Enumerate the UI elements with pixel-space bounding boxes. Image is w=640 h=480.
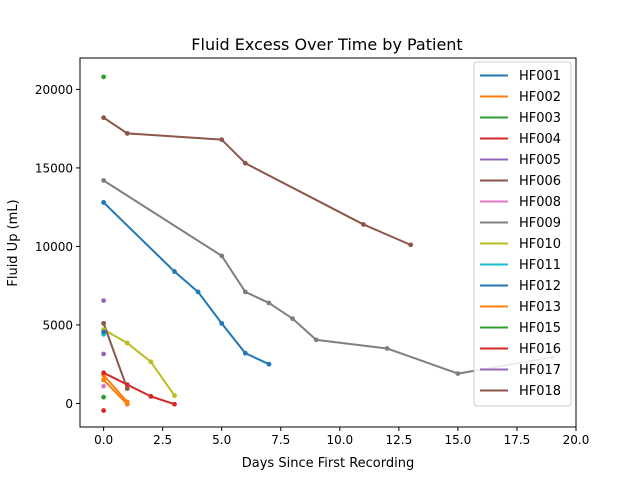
data-point-hf009 [455,371,461,377]
data-point-hf013 [101,377,107,383]
legend-label: HF017 [519,363,561,378]
data-point-hf003 [101,74,107,80]
legend-label: HF016 [519,342,561,357]
x-tick-label: 5.0 [212,433,231,447]
data-point-hf009 [242,289,248,295]
data-point-hf012 [101,329,107,335]
x-tick-label: 12.5 [385,433,412,447]
legend-label: HF001 [519,69,561,84]
legend-label: HF004 [519,132,561,147]
y-axis-label: Fluid Up (mL) [6,199,21,286]
data-point-hf016 [124,382,130,388]
data-point-hf006 [361,222,366,227]
legend-label: HF002 [519,90,561,105]
data-point-hf006 [124,130,130,136]
data-point-hf001 [195,289,201,295]
data-point-hf017 [101,351,107,357]
legend-label: HF010 [519,237,561,252]
x-tick-label: 7.5 [271,433,290,447]
data-point-hf001 [172,269,177,274]
y-tick-label: 15000 [35,161,73,175]
y-tick-label: 20000 [35,83,73,97]
data-point-hf015 [101,394,107,400]
data-point-hf001 [101,200,107,205]
data-point-hf010 [124,340,130,346]
data-point-hf009 [266,300,272,306]
data-point-hf001 [266,361,272,367]
data-point-hf009 [219,253,225,259]
chart-title: Fluid Excess Over Time by Patient [191,35,462,54]
data-point-hf001 [219,320,225,326]
y-tick-label: 5000 [42,318,73,332]
series-line-hf018 [102,323,129,389]
x-tick-label: 20.0 [563,433,590,447]
series-line-hf013 [102,379,128,405]
data-point-hf018 [124,386,130,391]
data-point-hf006 [219,137,225,143]
data-point-hf009 [313,337,319,343]
data-point-hf008 [101,383,107,389]
data-point-hf016 [101,370,107,376]
legend-box [473,61,572,407]
series-line-hf010 [103,328,176,397]
legend-label: HF008 [519,195,561,210]
data-point-hf009 [384,346,390,351]
data-point-hf001 [242,350,248,356]
x-tick-label: 10.0 [326,433,353,447]
legend-label: HF003 [519,111,561,126]
x-tick-label: 15.0 [445,433,472,447]
legend-label: HF011 [519,258,561,273]
data-point-hf018 [101,320,107,326]
data-point-hf010 [148,359,154,365]
series-line-hf002 [102,374,128,403]
x-tick-label: 2.5 [153,433,172,447]
data-point-hf016 [172,401,177,407]
x-tick-label: 0.0 [94,433,113,447]
x-axis-label: Days Since First Recording [242,456,414,471]
data-point-hf006 [408,242,414,248]
data-point-hf005 [101,298,107,303]
series-line-hf001 [102,201,270,366]
legend-label: HF012 [519,279,561,294]
y-axis-ticks: 0 5000 10000 15000 20000 [35,83,80,411]
legend-label: HF015 [519,321,561,336]
legend: HF001 HF002 HF003 HF004 HF005 HF006 HF008 HF009… [473,61,572,407]
legend-label: HF018 [519,384,561,399]
x-tick-label: 17.5 [504,433,531,447]
series-line-hf016 [103,371,175,406]
data-point-hf004 [101,408,107,413]
legend-label: HF013 [519,300,561,315]
x-axis-ticks: 0.0 2.5 5.0 7.5 10.0 12.5 15.0 17.5 20.0 [94,427,589,447]
y-tick-label: 0 [65,397,73,411]
series-points [101,74,555,413]
legend-label: HF009 [519,216,561,231]
data-point-hf009 [101,178,107,183]
y-tick-label: 10000 [35,240,73,254]
data-point-hf010 [172,393,177,398]
legend-label: HF006 [519,174,561,189]
plot-frame [79,57,577,428]
data-point-hf016 [148,393,154,399]
data-point-hf009 [290,316,295,322]
data-point-hf006 [242,160,248,166]
data-point-hf006 [101,115,107,121]
series-line-hf006 [103,116,412,246]
legend-label: HF005 [519,153,561,168]
data-point-hf013 [124,401,130,407]
